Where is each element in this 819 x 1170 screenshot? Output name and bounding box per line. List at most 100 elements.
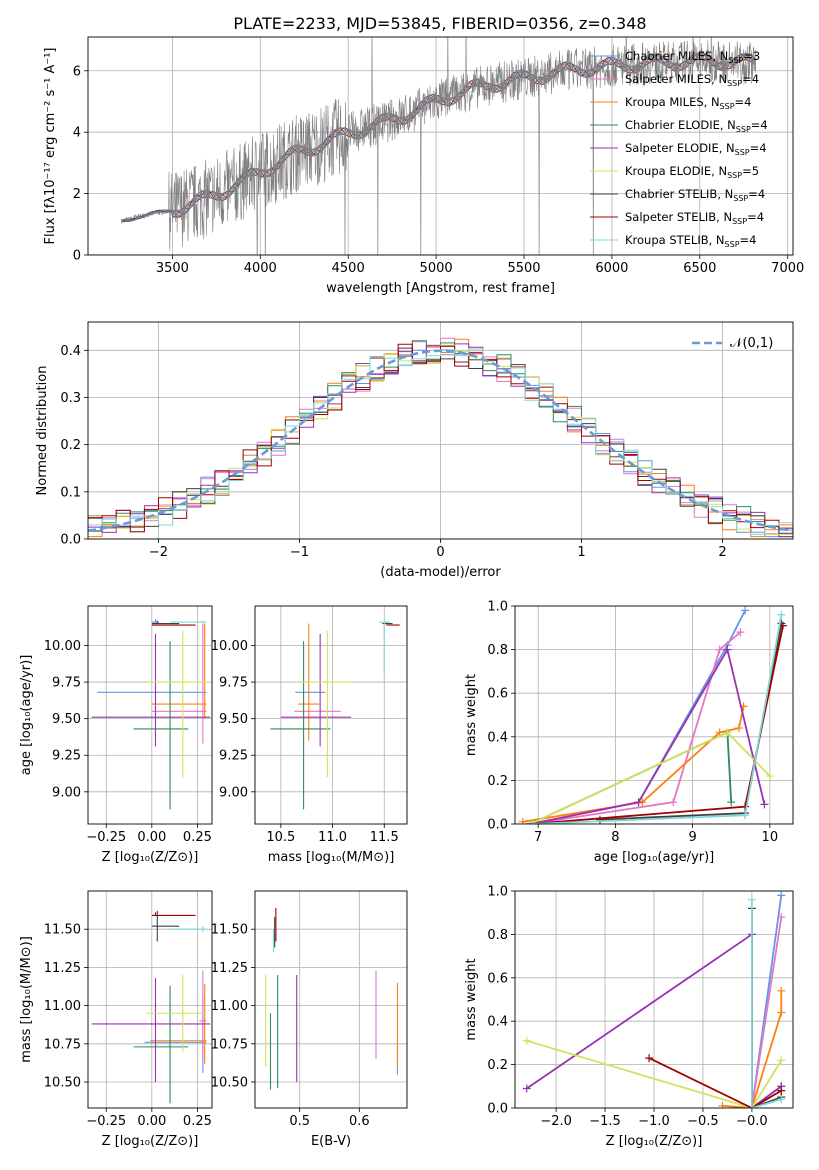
axes-frame [514,605,794,825]
legend-label: Chabrier MILES, NSSP=3 [625,49,760,65]
legend-subscript: SSP [733,194,748,203]
x-tick-label: 0 [436,545,444,560]
series-marker-k_stelib [777,610,786,619]
figure-title: PLATE=2233, MJD=53845, FIBERID=0356, z=0… [233,14,646,33]
series-marker-k_stelib [526,820,535,824]
y-axis-label: mass [log₁₀(M/M⊙)] [19,936,34,1063]
plot-area-residuals [88,322,793,539]
x-tick-label: 4000 [244,261,277,276]
y-tick-label: 9.50 [219,712,248,727]
legend-text: Salpeter STELIB, N [625,210,732,224]
y-tick-label: 0.4 [487,1015,508,1030]
plot-area-age_vs_mass [255,606,407,824]
series-marker-s_miles [715,645,724,654]
legend-suffix: =4 [750,141,767,155]
panel-weight_vs_Z: −2.0 −1.5 −1.0 −0.5 −0.0 0.0 0.2 0.4 0.6 0.8 1.0 Z … [464,885,794,1149]
series-marker-c_elodie [727,798,736,807]
y-tick-label: 9.75 [219,676,248,691]
y-tick-label: 0.2 [487,1058,508,1073]
y-tick-label: 11.00 [211,999,248,1014]
series-marker-s_elodie [634,798,643,807]
panel-mass_vs_Z: −0.25 0.00 0.25 10.50 10.75 11.00 11.25 11.50 Z … [19,890,213,1149]
series-line-s_miles [751,916,783,1108]
legend-suffix: =4 [748,187,765,201]
plot-area-weight_vs_age [515,606,793,824]
axes-frame [254,890,408,1109]
series-marker-k_elodie [777,1056,786,1065]
x-tick-label: 10.5 [266,830,295,845]
x-tick-label: 6500 [683,261,716,276]
y-tick-label: 0.2 [487,774,508,789]
y-tick-label: 11.50 [211,923,248,938]
series-line-k_miles [722,990,783,1108]
legend-label: Kroupa STELIB, NSSP=4 [625,233,756,249]
x-axis-label: E(B-V) [311,1134,351,1149]
series-line-s_miles [530,631,742,824]
y-tick-label: 10.00 [44,639,81,654]
panel-weight_vs_age: 7 8 9 10 0.0 0.2 0.4 0.6 0.8 1.0 age [log₁₀(age/yr… [464,600,794,865]
legend-label: Kroupa ELODIE, NSSP=5 [625,164,759,180]
y-tick-label: 0.6 [487,687,508,702]
series-marker-s_stelib [645,1054,654,1063]
plot-area-weight_vs_Z [515,891,793,1108]
legend: Chabrier MILES, NSSP=3 Salpeter MILES, NS… [590,49,768,249]
panel-residuals: −2 −1 0 1 2 0.0 0.1 0.2 0.3 0.4 (data-model)/error… [35,321,794,580]
x-tick-label: 6000 [595,261,628,276]
series-marker-c_miles [777,891,786,900]
legend-subscript: SSP [725,240,740,249]
x-tick-label: 7 [534,830,542,845]
y-tick-label: 0.2 [60,438,81,453]
y-tick-label: 0.3 [60,391,81,406]
y-tick-label: 6 [73,64,81,79]
y-tick-label: 9.50 [52,712,81,727]
x-tick-label: 7000 [771,261,804,276]
x-tick-label: 2 [718,545,726,560]
y-tick-label: 0.1 [60,485,81,500]
y-tick-label: 2 [73,187,81,202]
legend-text: Salpeter ELODIE, N [625,141,735,155]
y-tick-label: 11.25 [44,961,81,976]
legend-label: Salpeter MILES, NSSP=4 [625,72,759,88]
series-marker-k_miles [777,1008,786,1017]
series-marker-s_elodie [723,645,732,654]
y-tick-label: 10.50 [211,1076,248,1091]
x-tick-label: −0.5 [687,1114,719,1129]
legend-label: Chabrier STELIB, NSSP=4 [625,187,765,203]
x-axis-label: (data-model)/error [380,565,501,580]
normal-curve [88,349,793,532]
legend-subscript: SSP [736,125,751,134]
series-marker-k_elodie [723,728,732,737]
series-marker-c_miles [741,606,750,615]
series-marker-s_miles [736,628,745,637]
x-tick-label: −0.25 [86,830,126,845]
x-tick-label: 3500 [156,261,189,276]
series-marker-k_stelib [777,1095,786,1104]
plot-area-mass_vs_ebv [255,891,407,1108]
legend-suffix: =4 [751,118,768,132]
y-tick-label: 10.75 [211,1037,248,1052]
y-tick-label: 1.0 [487,885,508,900]
y-axis-label: age [log₁₀(age/yr)] [19,655,34,776]
legend-subscript: SSP [732,217,747,226]
axes-frame [254,605,408,825]
series-marker-k_miles [777,986,786,995]
y-tick-label: 10.75 [44,1037,81,1052]
series-line-s_stelib [648,1057,782,1108]
series-marker-s_miles [777,913,786,922]
x-tick-label: −0.25 [86,1114,126,1129]
series-marker-k_miles [734,724,743,733]
observed-spectrum [121,37,756,255]
series-line-k_miles [522,706,745,823]
legend-label: 𝒩(0,1) [730,336,773,351]
series-marker-k_miles [518,817,527,824]
x-tick-label: 10 [762,830,779,845]
y-tick-label: 11.25 [211,961,248,976]
legend-label: Kroupa MILES, NSSP=4 [625,95,751,111]
y-tick-label: 9.75 [52,676,81,691]
series-line-c_miles [530,609,746,824]
y-axis-label: mass weight [464,674,479,756]
x-tick-label: 5500 [507,261,540,276]
x-tick-label: 4500 [332,261,365,276]
legend-label: Salpeter ELODIE, NSSP=4 [625,141,767,157]
legend-suffix: =3 [743,49,760,63]
